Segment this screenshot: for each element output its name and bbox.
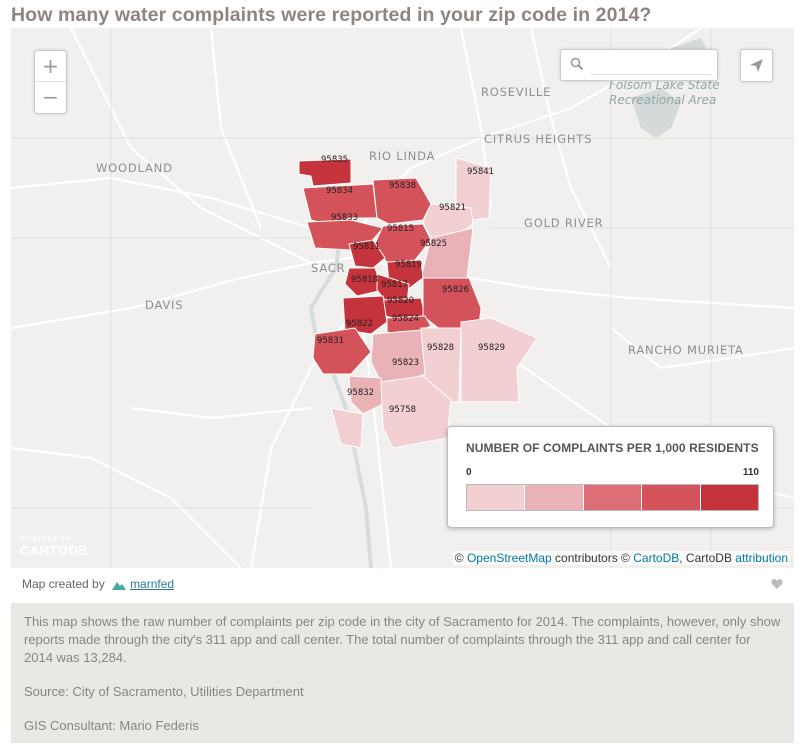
label-woodland: WOODLAND [96,161,173,175]
legend-swatch [642,485,701,510]
attribution-cartodb: , CartoDB [679,551,732,565]
zip-95838 [372,177,432,225]
legend-max: 110 [742,467,759,478]
zip-label: 95815 [387,224,414,234]
search-icon [570,57,584,71]
zip-95841 [455,157,492,221]
label-rancho-murieta: RANCHO MURIETA [628,343,744,357]
zip-95822 [342,295,388,335]
zip-label: 95834 [326,186,353,196]
label-folsom-1: Folsom Lake State [609,78,720,92]
zip-label: 95835 [321,155,348,165]
description-text: This map shows the raw number of complai… [24,614,781,665]
page-title: How many water complaints were reported … [11,4,652,26]
zoom-out-button[interactable]: − [42,85,59,109]
zip-95811 [348,239,386,269]
label-gold-river: GOLD RIVER [524,216,603,230]
label-sacramento: SACR [311,261,345,275]
zip-label: 95838 [389,181,416,191]
logo-powered-by: POWERED BY [20,537,72,543]
zip-label: 95822 [346,319,373,329]
zip-label: 95833 [331,213,358,223]
label-rio-linda: RIO LINDA [369,149,435,163]
attribution-contributors: contributors © [555,551,630,565]
legend-color-bar [466,484,759,511]
zip-95835 [298,158,352,187]
send-icon [750,59,763,72]
zip-label: 95831 [317,336,344,346]
legend: NUMBER OF COMPLAINTS PER 1,000 RESIDENTS… [447,426,774,528]
search-input[interactable] [591,56,711,75]
zip-label: 95841 [467,167,494,177]
zip-label: 95826 [442,285,469,295]
legend-title: NUMBER OF COMPLAINTS PER 1,000 RESIDENTS [466,441,759,455]
share-button[interactable] [740,49,773,82]
zip-label: 95817 [381,280,408,290]
legend-min: 0 [466,467,472,478]
zip-label: 95820 [387,296,414,306]
author-link[interactable]: marnfed [130,577,175,591]
map-attribution: © OpenStreetMap contributors © CartoDB, … [452,551,790,565]
zip-label: 95829 [478,343,505,353]
description-source: Source: City of Sacramento, Utilities De… [24,684,304,699]
legend-swatch [583,485,643,510]
map-credit: Map created by marnfed [22,577,174,591]
zip-polygons [298,157,538,449]
zip-95823 [370,329,426,383]
legend-swatch [700,485,759,510]
search-box [560,49,718,81]
attribution-link[interactable]: attribution [735,551,788,565]
logo-cartodb: CARTODB [20,543,89,558]
zip-label: 95819 [395,260,422,270]
zip-label: 95832 [347,388,374,398]
zip-label: 95821 [439,203,466,213]
zip-label: 95824 [392,314,419,324]
map[interactable]: ROSEVILLE Folsom Lake State Recreational… [11,28,794,568]
zip-label: 95758 [389,405,416,415]
zip-sw-extra [330,407,364,449]
label-roseville: ROSEVILLE [481,85,551,99]
zip-95829 [460,317,538,403]
zoom-in-button[interactable]: + [35,51,66,82]
label-citrus-heights: CITRUS HEIGHTS [484,132,592,146]
legend-swatch [467,485,526,510]
zip-95832 [348,375,384,415]
map-description: This map shows the raw number of complai… [11,603,794,743]
created-by-label: Map created by [22,577,105,591]
zoom-control: + − [34,50,67,114]
zip-95831 [312,327,372,375]
osm-link[interactable]: OpenStreetMap [466,551,552,565]
zip-label: 95818 [351,275,378,285]
zip-label: 95825 [420,239,447,249]
zip-95818 [344,267,384,297]
label-folsom-2: Recreational Area [609,93,716,107]
zip-label: 95823 [392,358,419,368]
cartodb-logo: POWERED BY CARTODB [20,537,88,558]
description-consultant: GIS Consultant: Mario Federis [24,718,199,733]
zip-label: 95828 [427,343,454,353]
legend-swatch [525,485,584,510]
heart-icon[interactable] [771,578,783,590]
attribution-copy: © [454,551,464,565]
label-davis: DAVIS [145,298,183,312]
mountain-icon [112,581,127,590]
cartodb-link[interactable]: CartoDB [633,551,680,565]
zip-label: 95811 [353,242,380,252]
